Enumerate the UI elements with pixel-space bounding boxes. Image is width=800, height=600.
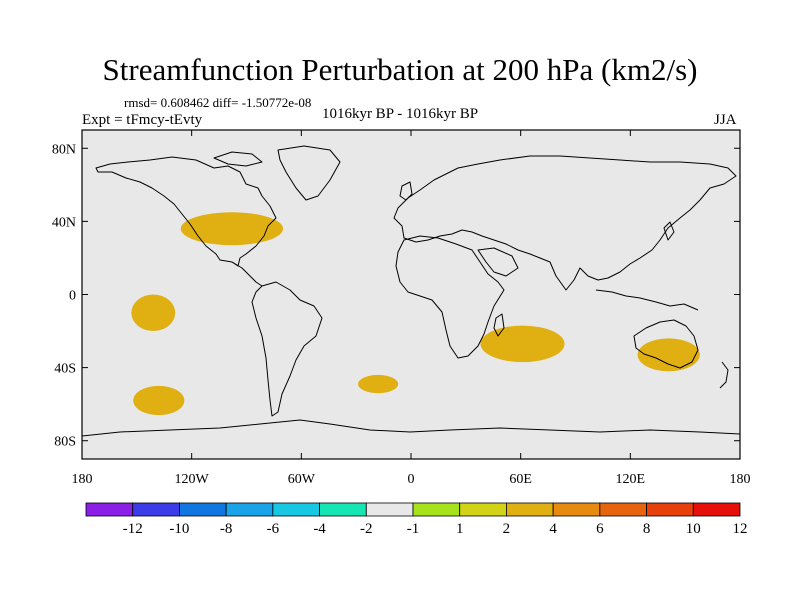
season-label: JJA (714, 112, 737, 128)
colorbar-swatch (646, 502, 694, 517)
coast-australia (633, 319, 699, 369)
colorbar: -12 -10 -8 -6 -4 -2 -1 1 2 4 6 8 10 12 (85, 502, 748, 537)
coast-madagascar (493, 313, 505, 337)
colorbar-label: -2 (360, 521, 373, 537)
colorbar-label: -8 (220, 521, 233, 537)
coast-uk (399, 181, 413, 201)
map-background (82, 130, 740, 459)
colorbar-swatch (272, 502, 320, 517)
anomaly-north-pacific (82, 228, 108, 251)
coast-antarctica (82, 419, 740, 437)
lat-tick-label: 80S (54, 435, 76, 450)
colorbar-swatch (85, 502, 134, 517)
anomaly-south-pacific-wide (166, 320, 364, 357)
colorbar-swatch (459, 502, 507, 517)
colorbar-label: 6 (596, 521, 604, 537)
coastlines (82, 145, 740, 437)
lat-tick-label: 0 (69, 289, 76, 304)
anomaly-australia-south (637, 338, 700, 372)
coast-greenland (277, 145, 341, 201)
period-label: 1016kyr BP - 1016kyr BP (321, 106, 479, 122)
colorbar-label: 10 (686, 521, 701, 537)
colorbar-label: -10 (169, 521, 189, 537)
coast-south-america (251, 281, 323, 417)
anomaly-south-atlantic-se (484, 380, 510, 392)
colorbar-swatch (552, 502, 601, 517)
anomaly-south-atlantic-sw (357, 374, 399, 394)
colorbar-label: -12 (123, 521, 143, 537)
colorbar-label: 4 (549, 521, 557, 537)
lon-tick-label: 180 (72, 472, 93, 487)
coast-north-america (95, 156, 277, 267)
lat-tick-label: 80N (52, 142, 76, 157)
coast-central-america (231, 261, 263, 287)
plot-title: Streamfunction Perturbation at 200 hPa (… (102, 52, 698, 87)
colorbar-swatch (692, 502, 741, 517)
colorbar-swatch (179, 502, 227, 517)
colorbar-swatch (412, 502, 461, 517)
colorbar-label: -4 (313, 521, 326, 537)
lon-tick-label: 120W (175, 472, 210, 487)
anomaly-south-pacific-far (133, 385, 185, 416)
anomaly-east-pacific-equatorial (131, 294, 176, 332)
colorbar-label: 12 (733, 521, 748, 537)
anomaly-regions (82, 190, 740, 416)
anomaly-south-indian-ocean (480, 325, 565, 363)
colorbar-label: -6 (267, 521, 280, 537)
lat-tick-label: 40N (52, 215, 76, 230)
colorbar-label: 1 (456, 521, 464, 537)
coast-africa (395, 235, 505, 359)
colorbar-label: 8 (643, 521, 651, 537)
colorbar-swatch (319, 502, 367, 517)
coast-arabia (477, 247, 519, 277)
stats-text: rmsd= 0.608462 diff= -1.50772e-08 (124, 95, 312, 110)
lon-tick-label: 0 (408, 472, 415, 487)
lon-tick-label: 120E (616, 472, 646, 487)
colorbar-swatch (225, 502, 274, 517)
colorbar-swatch (506, 502, 554, 517)
lon-tick-label: 60E (509, 472, 532, 487)
colorbar-swatch (599, 502, 647, 517)
coast-new-zealand (719, 361, 729, 389)
lat-tick-label: 40S (54, 362, 76, 377)
coast-arctic-islands (213, 151, 263, 167)
colorbar-swatch (132, 502, 180, 517)
coast-eurasia (393, 155, 737, 291)
anomaly-east-edge (729, 230, 740, 249)
lon-axis: 180 120W 60W 0 60E 120E 180 (72, 130, 751, 487)
lon-tick-label: 180 (730, 472, 751, 487)
coast-japan (663, 221, 675, 241)
colorbar-swatch (365, 502, 414, 517)
lat-axis: 80N 40N 0 40S 80S (52, 142, 740, 450)
anomaly-west-siberia (491, 190, 550, 227)
anomaly-south-pacific-west (96, 351, 130, 366)
coast-indonesia (595, 289, 699, 311)
colorbar-label: -1 (407, 521, 420, 537)
anomaly-north-atlantic-usa (180, 212, 284, 246)
colorbar-label: 2 (503, 521, 511, 537)
lon-tick-label: 60W (288, 472, 316, 487)
anomaly-atlantic-small (347, 253, 355, 259)
experiment-label: Expt = tFmcy-tEvty (82, 112, 203, 128)
